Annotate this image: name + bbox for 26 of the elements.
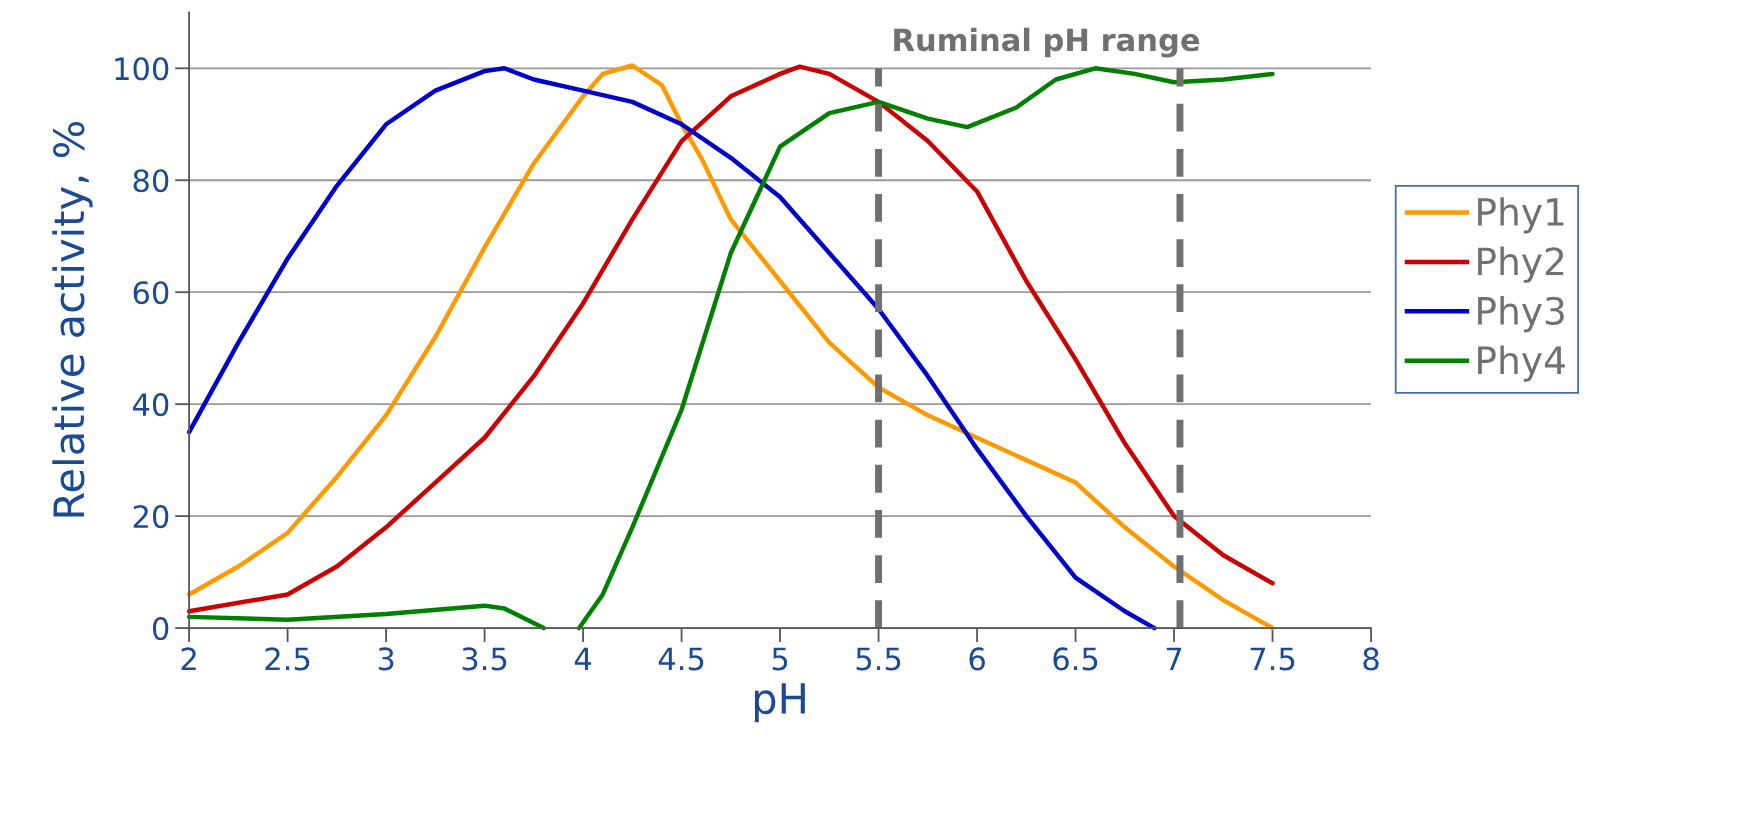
y-tick-label: 60 bbox=[133, 281, 169, 305]
y-tick-label: 20 bbox=[133, 505, 169, 529]
y-tick-label: 40 bbox=[132, 393, 169, 417]
x-tick-label: 3 bbox=[378, 647, 394, 671]
x-tick-label: 4.5 bbox=[658, 647, 704, 671]
x-tick-label: 6 bbox=[969, 647, 985, 671]
x-tick-label: 7 bbox=[1166, 647, 1182, 671]
x-tick-label: 5.5 bbox=[856, 647, 901, 671]
y-tick-label: 100 bbox=[115, 57, 169, 81]
x-tick-label: 6.5 bbox=[1053, 647, 1098, 671]
x-tick-label: 7.5 bbox=[1250, 647, 1295, 671]
legend-label: Phy2 bbox=[1478, 246, 1564, 283]
x-tick-label: 4 bbox=[574, 647, 592, 671]
legend-label: Phy3 bbox=[1478, 295, 1564, 333]
x-tick-label: 2.5 bbox=[265, 647, 310, 671]
x-tick-label: 5 bbox=[772, 647, 788, 671]
x-tick-label: 3.5 bbox=[462, 647, 507, 671]
x-tick-label: 2 bbox=[181, 647, 196, 671]
y-axis-title: Relative activity, % bbox=[52, 122, 93, 517]
legend-label: Phy1 bbox=[1478, 197, 1564, 234]
annotation: Ruminal pH range bbox=[894, 27, 1200, 58]
legend-label: Phy4 bbox=[1478, 345, 1565, 382]
x-tick-label: 8 bbox=[1363, 647, 1379, 671]
y-tick-label: 0 bbox=[152, 617, 169, 641]
x-axis-title: pH bbox=[754, 683, 805, 723]
y-tick-label: 80 bbox=[133, 169, 169, 193]
